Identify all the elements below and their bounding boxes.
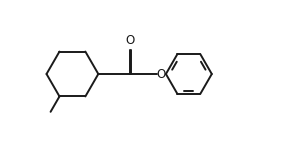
Text: O: O	[125, 34, 134, 47]
Text: O: O	[156, 67, 165, 81]
